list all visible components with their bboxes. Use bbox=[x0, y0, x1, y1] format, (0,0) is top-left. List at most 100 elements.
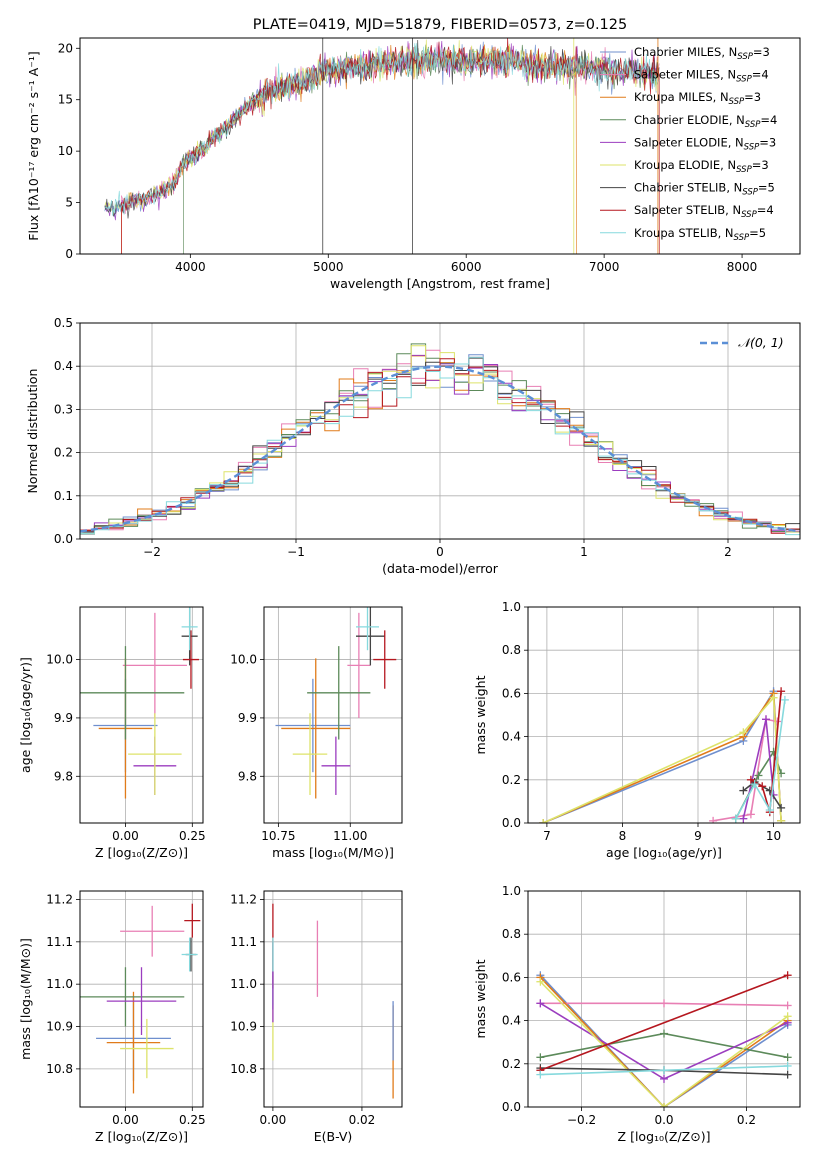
legend-label: Kroupa STELIB, NSSP=5 bbox=[634, 226, 766, 243]
x-tick-label: −2 bbox=[143, 545, 161, 559]
y-tick-label: 11.2 bbox=[46, 892, 73, 906]
y-tick-label: 0.0 bbox=[502, 1100, 521, 1114]
legend-entry: Chabrier ELODIE, NSSP=4 bbox=[600, 113, 777, 130]
errorbar-point bbox=[120, 905, 185, 957]
y-tick-label: 10.9 bbox=[46, 1020, 73, 1034]
x-tick-label: 0.25 bbox=[179, 1113, 206, 1127]
chart-title: PLATE=0419, MJD=51879, FIBERID=0573, z=0… bbox=[253, 17, 627, 33]
plot-area bbox=[104, 38, 660, 254]
legend-label: Kroupa ELODIE, NSSP=3 bbox=[634, 158, 769, 175]
y-axis-label: mass weight bbox=[473, 959, 488, 1038]
axes-frame bbox=[263, 890, 403, 1108]
x-tick-label: 5000 bbox=[313, 260, 344, 274]
x-tick-label: 1 bbox=[580, 545, 588, 559]
plot-area bbox=[536, 971, 792, 1107]
axes-frame bbox=[79, 37, 801, 255]
y-tick-label: 0.4 bbox=[502, 1014, 521, 1028]
y-axis-label: mass [log₁₀(M/M⊙)] bbox=[18, 938, 33, 1060]
x-tick-label: 0.2 bbox=[737, 1113, 756, 1127]
panel-4: 10.75 11.00 9.8 9.9 10.0 mass [log₁₀(M/M⊙)] bbox=[230, 606, 403, 860]
x-tick-label: 11.00 bbox=[333, 829, 367, 843]
errorbar-point bbox=[184, 903, 201, 938]
errorbar-point bbox=[80, 967, 185, 1027]
x-axis-label: (data-model)/error bbox=[382, 561, 499, 576]
legend-label: Chabrier STELIB, NSSP=5 bbox=[634, 181, 775, 198]
plot-area bbox=[80, 903, 201, 1094]
y-tick-label: 0 bbox=[65, 247, 73, 261]
errorbar-point bbox=[292, 713, 328, 795]
y-tick-label: 11.0 bbox=[230, 977, 257, 991]
legend-entry: Chabrier MILES, NSSP=3 bbox=[600, 45, 770, 62]
weight-line bbox=[750, 691, 782, 813]
plot-area bbox=[539, 687, 789, 823]
weight-series bbox=[731, 695, 789, 823]
weight-series bbox=[536, 977, 792, 1107]
y-tick-label: 20 bbox=[58, 41, 73, 55]
legend-label: Chabrier ELODIE, NSSP=4 bbox=[634, 113, 777, 130]
panel-2: −2 −1 0 1 2 0.0 0.1 0.2 0.3 0.4 0.5 (data-model)/er… bbox=[25, 316, 801, 576]
y-tick-label: 10.0 bbox=[230, 653, 257, 667]
errorbar-point bbox=[181, 937, 198, 972]
x-tick-label: 0 bbox=[436, 545, 444, 559]
plot-area bbox=[80, 607, 199, 799]
weight-series bbox=[539, 689, 786, 823]
weight-line bbox=[735, 699, 786, 820]
x-tick-label: 0.00 bbox=[112, 1113, 139, 1127]
y-tick-label: 10.0 bbox=[46, 653, 73, 667]
weight-series bbox=[709, 715, 782, 823]
axes-frame bbox=[79, 606, 204, 824]
errorbar-point bbox=[182, 630, 199, 689]
errorbar-point bbox=[106, 991, 161, 1094]
weight-line bbox=[542, 695, 782, 823]
x-tick-label: 0.00 bbox=[112, 829, 139, 843]
x-tick-label: 0.0 bbox=[654, 1113, 673, 1127]
axes-frame bbox=[527, 606, 801, 824]
y-tick-label: 1.0 bbox=[502, 884, 521, 898]
panel-6: 0.00 0.25 10.8 10.9 11.0 11.1 11.2 Z [log₁₀(Z/Z… bbox=[18, 890, 206, 1144]
weight-series bbox=[536, 1061, 792, 1079]
x-tick-label: 8000 bbox=[727, 260, 758, 274]
weight-line bbox=[712, 718, 778, 822]
axes-frame bbox=[527, 890, 801, 1108]
plot-area bbox=[275, 607, 397, 799]
spectrum-line bbox=[104, 43, 660, 216]
x-tick-label: 4000 bbox=[175, 260, 206, 274]
legend-entry: 𝒩(0, 1) bbox=[700, 335, 784, 350]
x-axis-label: Z [log₁₀(Z/Z⊙)] bbox=[95, 1129, 188, 1144]
x-tick-label: 7 bbox=[543, 829, 551, 843]
y-tick-label: 0.4 bbox=[502, 730, 521, 744]
y-axis-label: Flux [fλ10⁻¹⁷ erg cm⁻² s⁻¹ A⁻¹] bbox=[26, 51, 41, 240]
y-tick-label: 0.0 bbox=[54, 532, 73, 546]
x-tick-label: −1 bbox=[287, 545, 305, 559]
legend-entry: Kroupa STELIB, NSSP=5 bbox=[600, 226, 766, 243]
weight-line bbox=[542, 691, 782, 823]
weight-series bbox=[536, 1029, 792, 1062]
spectrum-line bbox=[104, 39, 660, 216]
y-tick-label: 0.2 bbox=[502, 773, 521, 787]
errorbar-point bbox=[106, 967, 177, 1035]
weight-line bbox=[539, 974, 789, 1107]
y-tick-label: 11.2 bbox=[230, 892, 257, 906]
errorbar-point bbox=[181, 607, 198, 651]
legend-label: Salpeter MILES, NSSP=4 bbox=[634, 68, 769, 85]
axes-frame bbox=[79, 322, 801, 540]
legend-entry: Kroupa ELODIE, NSSP=3 bbox=[600, 158, 769, 175]
y-axis-label: Normed distribution bbox=[25, 369, 40, 494]
errorbar-point bbox=[122, 612, 187, 718]
weight-series bbox=[536, 971, 792, 1075]
y-tick-label: 0.5 bbox=[54, 316, 73, 330]
errorbar-point bbox=[347, 612, 371, 718]
errorbar-point bbox=[321, 736, 351, 795]
plot-area bbox=[272, 903, 394, 1099]
y-tick-label: 0.1 bbox=[54, 489, 73, 503]
y-tick-label: 11.1 bbox=[46, 935, 73, 949]
y-tick-label: 0.4 bbox=[54, 359, 73, 373]
x-axis-label: E(B-V) bbox=[314, 1129, 353, 1144]
y-axis-label: mass weight bbox=[473, 675, 488, 754]
x-tick-label: 2 bbox=[724, 545, 732, 559]
weight-series bbox=[539, 687, 786, 823]
y-tick-label: 0.6 bbox=[502, 686, 521, 700]
y-tick-label: 1.0 bbox=[502, 600, 521, 614]
errorbar-point bbox=[281, 658, 351, 799]
weight-line bbox=[542, 688, 782, 823]
